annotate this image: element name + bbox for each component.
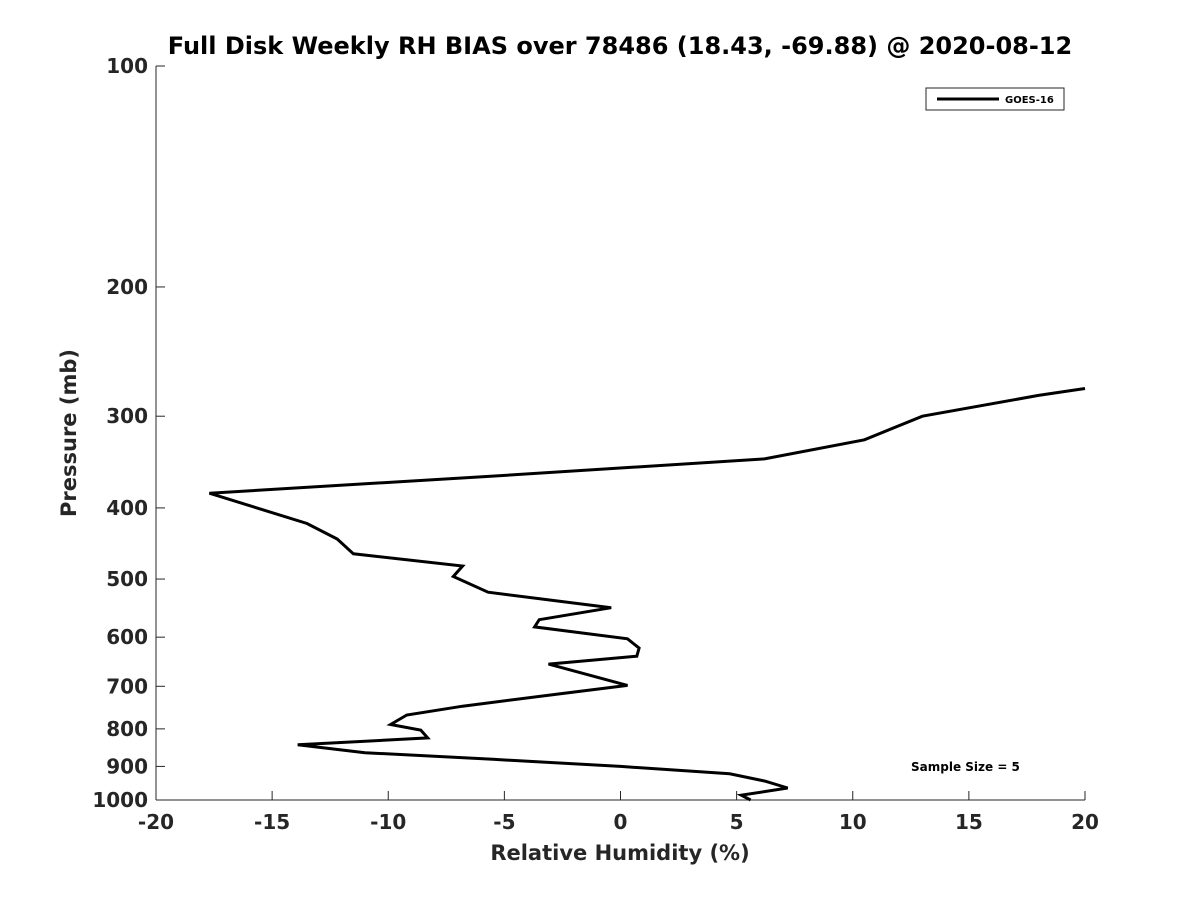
y-tick-label: 900: [106, 754, 148, 778]
y-tick-label: 600: [106, 625, 148, 649]
y-tick-label: 400: [106, 496, 148, 520]
y-tick-label: 100: [106, 54, 148, 78]
x-tick-label: 15: [955, 810, 983, 834]
x-axis-ticks: -20 -15 -10 -5 0 5 10 15 20: [138, 791, 1099, 834]
sample-size-annotation: Sample Size = 5: [911, 760, 1020, 774]
x-tick-label: -20: [138, 810, 174, 834]
series-layer: [208, 387, 1086, 802]
x-axis-label: Relative Humidity (%): [490, 841, 749, 865]
y-tick-label: 500: [106, 567, 148, 591]
y-tick-label: 300: [106, 404, 148, 428]
x-tick-label: 5: [730, 810, 744, 834]
legend: GOES-16: [925, 87, 1065, 111]
legend-entry-goes-16: GOES-16: [1005, 95, 1054, 106]
x-tick-label: 0: [614, 810, 628, 834]
y-tick-label: 200: [106, 275, 148, 299]
x-tick-label: -5: [493, 810, 515, 834]
y-tick-label: 800: [106, 717, 148, 741]
y-tick-label: 1000: [92, 788, 148, 812]
series-line-goes-16: [208, 387, 1086, 802]
x-tick-label: 20: [1071, 810, 1099, 834]
y-axis-label: Pressure (mb): [57, 349, 81, 517]
x-tick-label: -10: [370, 810, 406, 834]
plot-area: -20 -15 -10 -5 0 5 10 15 20 100 200 300 400 500 600 70…: [92, 54, 1099, 834]
x-tick-label: 10: [839, 810, 867, 834]
y-tick-label: 700: [106, 674, 148, 698]
chart-title: Full Disk Weekly RH BIAS over 78486 (18.…: [168, 32, 1072, 60]
y-axis-ticks: 100 200 300 400 500 600 700 800 900 1000: [92, 54, 165, 812]
x-tick-label: -15: [254, 810, 290, 834]
